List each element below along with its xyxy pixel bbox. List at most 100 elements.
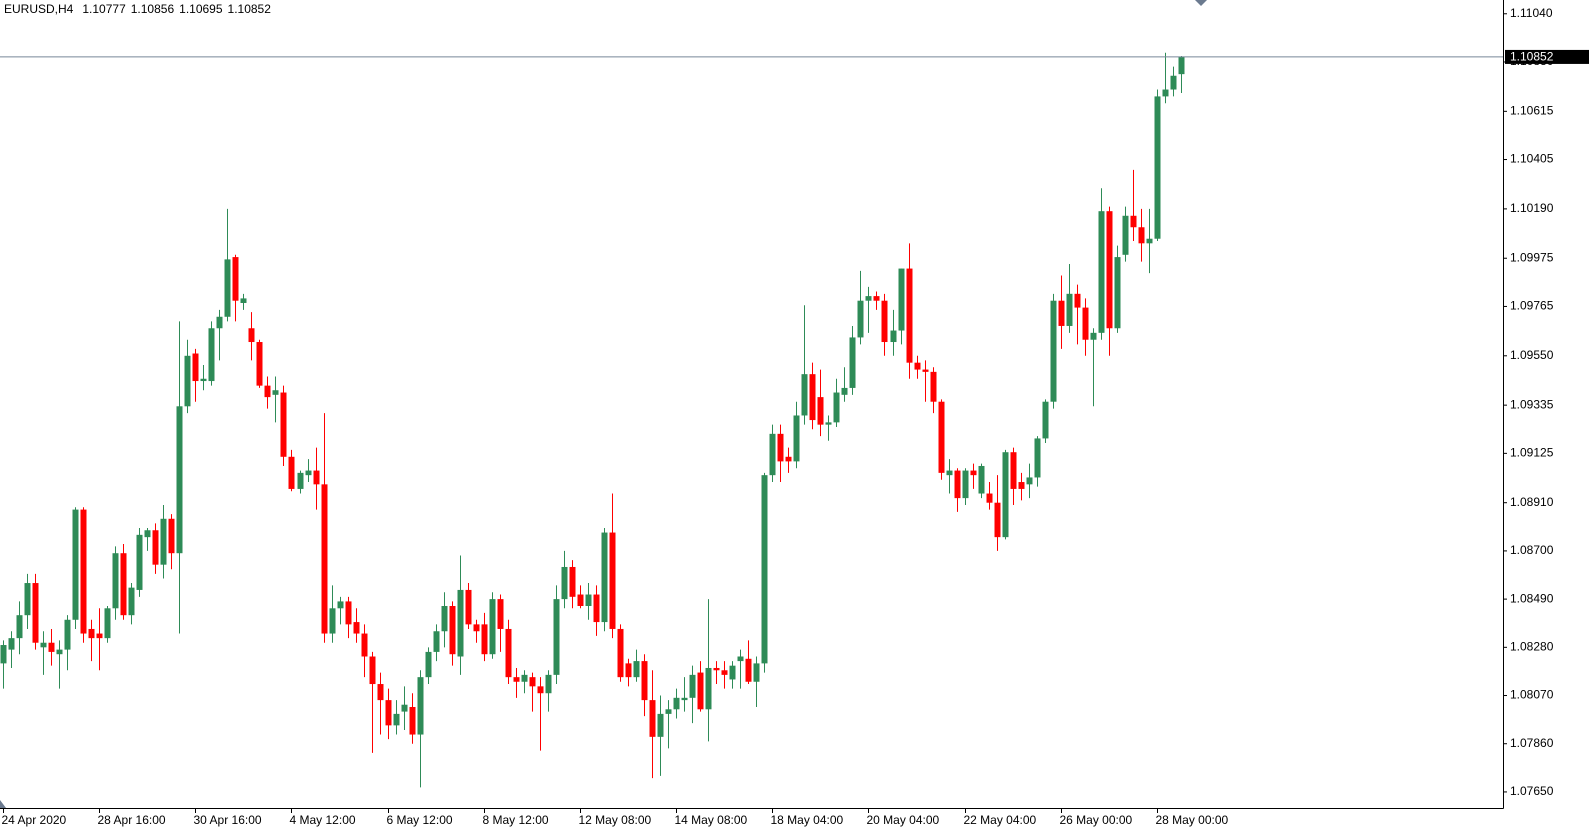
y-tick-label: 1.10405 bbox=[1510, 152, 1554, 166]
candle-body bbox=[385, 700, 392, 726]
candle-body bbox=[1178, 56, 1185, 75]
candle-body bbox=[184, 355, 191, 407]
y-tick-label: 1.09765 bbox=[1510, 299, 1554, 313]
candle-body bbox=[1114, 257, 1121, 329]
candle-body bbox=[377, 684, 384, 701]
candle-body bbox=[1010, 452, 1017, 489]
candle-body bbox=[1138, 227, 1145, 244]
candle-body bbox=[849, 337, 856, 388]
candle-body bbox=[1090, 332, 1097, 340]
candle-body bbox=[809, 374, 816, 421]
candle-body bbox=[777, 433, 784, 462]
candle-body bbox=[986, 493, 993, 503]
y-tick-label: 1.07650 bbox=[1510, 784, 1554, 798]
candle-body bbox=[48, 642, 55, 652]
candle-body bbox=[753, 663, 760, 682]
candle-body bbox=[689, 674, 696, 698]
candle-body bbox=[561, 566, 568, 600]
candle-body bbox=[769, 433, 776, 476]
candle-body bbox=[248, 328, 255, 343]
y-tick-label: 1.08490 bbox=[1510, 591, 1554, 605]
candle-body bbox=[513, 677, 520, 682]
x-tick-label: 24 Apr 2020 bbox=[2, 813, 67, 827]
candle-body bbox=[825, 422, 832, 425]
candle-body bbox=[906, 268, 913, 363]
candle-body bbox=[705, 667, 712, 710]
candle-body bbox=[1034, 438, 1041, 478]
candle-body bbox=[297, 472, 304, 489]
candle-body bbox=[8, 638, 15, 650]
candle-body bbox=[657, 713, 664, 737]
candle-body bbox=[1154, 96, 1161, 239]
candle-body bbox=[32, 583, 39, 643]
candle-body bbox=[817, 397, 824, 425]
candle-body bbox=[641, 661, 648, 701]
candle-body bbox=[681, 697, 688, 701]
candle-body bbox=[609, 532, 616, 629]
candle-body bbox=[857, 300, 864, 338]
candle-body bbox=[1018, 482, 1025, 489]
candle-body bbox=[305, 470, 312, 476]
candle-body bbox=[625, 663, 632, 678]
candle-body bbox=[954, 470, 961, 499]
candle-body bbox=[1170, 75, 1177, 90]
candle-body bbox=[176, 406, 183, 554]
candle-body bbox=[337, 601, 344, 609]
candle-body bbox=[962, 470, 969, 499]
y-tick-label: 1.07860 bbox=[1510, 736, 1554, 750]
candle-body bbox=[96, 633, 103, 639]
candle-body bbox=[128, 587, 135, 616]
candle-body bbox=[1066, 293, 1073, 326]
candle-body bbox=[1106, 211, 1113, 329]
candle-body bbox=[369, 656, 376, 685]
candle-body bbox=[1050, 300, 1057, 402]
corner-marker bbox=[0, 800, 6, 808]
candle-body bbox=[240, 298, 247, 303]
candle-body bbox=[946, 470, 953, 476]
candle-body bbox=[881, 300, 888, 343]
x-tick-label: 8 May 12:00 bbox=[483, 813, 549, 827]
x-tick-label: 26 May 00:00 bbox=[1060, 813, 1133, 827]
candle-body bbox=[345, 601, 352, 625]
candle-body bbox=[697, 672, 704, 710]
candle-body bbox=[785, 456, 792, 462]
x-tick-label: 12 May 08:00 bbox=[579, 813, 652, 827]
candle-body bbox=[505, 628, 512, 678]
header-high: 1.10856 bbox=[131, 2, 175, 16]
candle-body bbox=[232, 257, 239, 301]
candle-body bbox=[801, 374, 808, 416]
header-open: 1.10777 bbox=[82, 2, 126, 16]
candle-body bbox=[409, 707, 416, 735]
candle-body bbox=[914, 362, 921, 370]
candle-body bbox=[545, 674, 552, 694]
candle-body bbox=[489, 599, 496, 655]
y-tick-label: 1.09335 bbox=[1510, 397, 1554, 411]
candle-body bbox=[481, 624, 488, 655]
candle-body bbox=[761, 475, 768, 664]
candle-body bbox=[40, 642, 47, 648]
y-tick-label: 1.08910 bbox=[1510, 495, 1554, 509]
candle-body bbox=[537, 686, 544, 694]
candle-body bbox=[88, 628, 95, 639]
candle-body bbox=[168, 518, 175, 554]
x-tick-label: 6 May 12:00 bbox=[387, 813, 453, 827]
candle-body bbox=[994, 502, 1001, 538]
y-tick-label: 1.08070 bbox=[1510, 688, 1554, 702]
candle-body bbox=[873, 296, 880, 301]
candle-body bbox=[104, 608, 111, 639]
x-tick-label: 20 May 04:00 bbox=[867, 813, 940, 827]
chart-title: EURUSD,H4 bbox=[4, 2, 74, 16]
candle-body bbox=[160, 518, 167, 565]
candle-body bbox=[521, 674, 528, 682]
candle-body bbox=[200, 378, 207, 382]
candle-body bbox=[465, 589, 472, 625]
candle-body bbox=[401, 704, 408, 712]
candle-body bbox=[56, 649, 63, 655]
candle-body bbox=[264, 385, 271, 398]
y-tick-label: 1.08700 bbox=[1510, 543, 1554, 557]
candle-body bbox=[1002, 452, 1009, 538]
candle-body bbox=[593, 594, 600, 623]
candle-body bbox=[930, 371, 937, 402]
candle-body bbox=[24, 583, 31, 616]
candle-body bbox=[256, 342, 263, 386]
